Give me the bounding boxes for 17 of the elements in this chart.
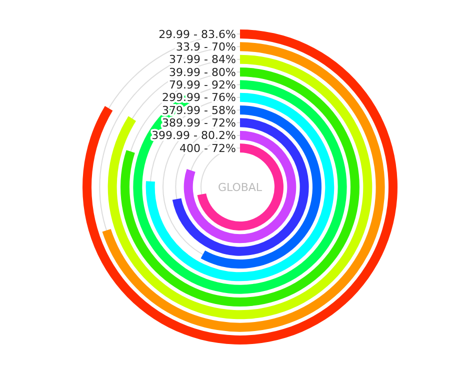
- category-label: 33.9 -: [176, 40, 208, 54]
- data-label: 58%: [212, 104, 236, 117]
- category-label: 400 -: [180, 142, 208, 155]
- text: GLOBAL: [218, 180, 263, 194]
- data-label: 80.2%: [201, 129, 236, 142]
- data-label: 72%: [212, 142, 236, 155]
- data-label: 92%: [212, 78, 236, 92]
- data-label: 70%: [212, 40, 236, 54]
- data-label: 76%: [212, 91, 236, 104]
- category-label: 39.99 -: [169, 66, 208, 79]
- category-label: 37.99 -: [169, 53, 208, 66]
- category-label: 29.99 -: [158, 28, 198, 41]
- data-label: 83.6%: [201, 28, 236, 41]
- data-label: 80%: [212, 66, 236, 79]
- data-label: 72%: [212, 116, 236, 130]
- data-label: 84%: [212, 53, 236, 66]
- category-label: 79.99 -: [169, 78, 208, 92]
